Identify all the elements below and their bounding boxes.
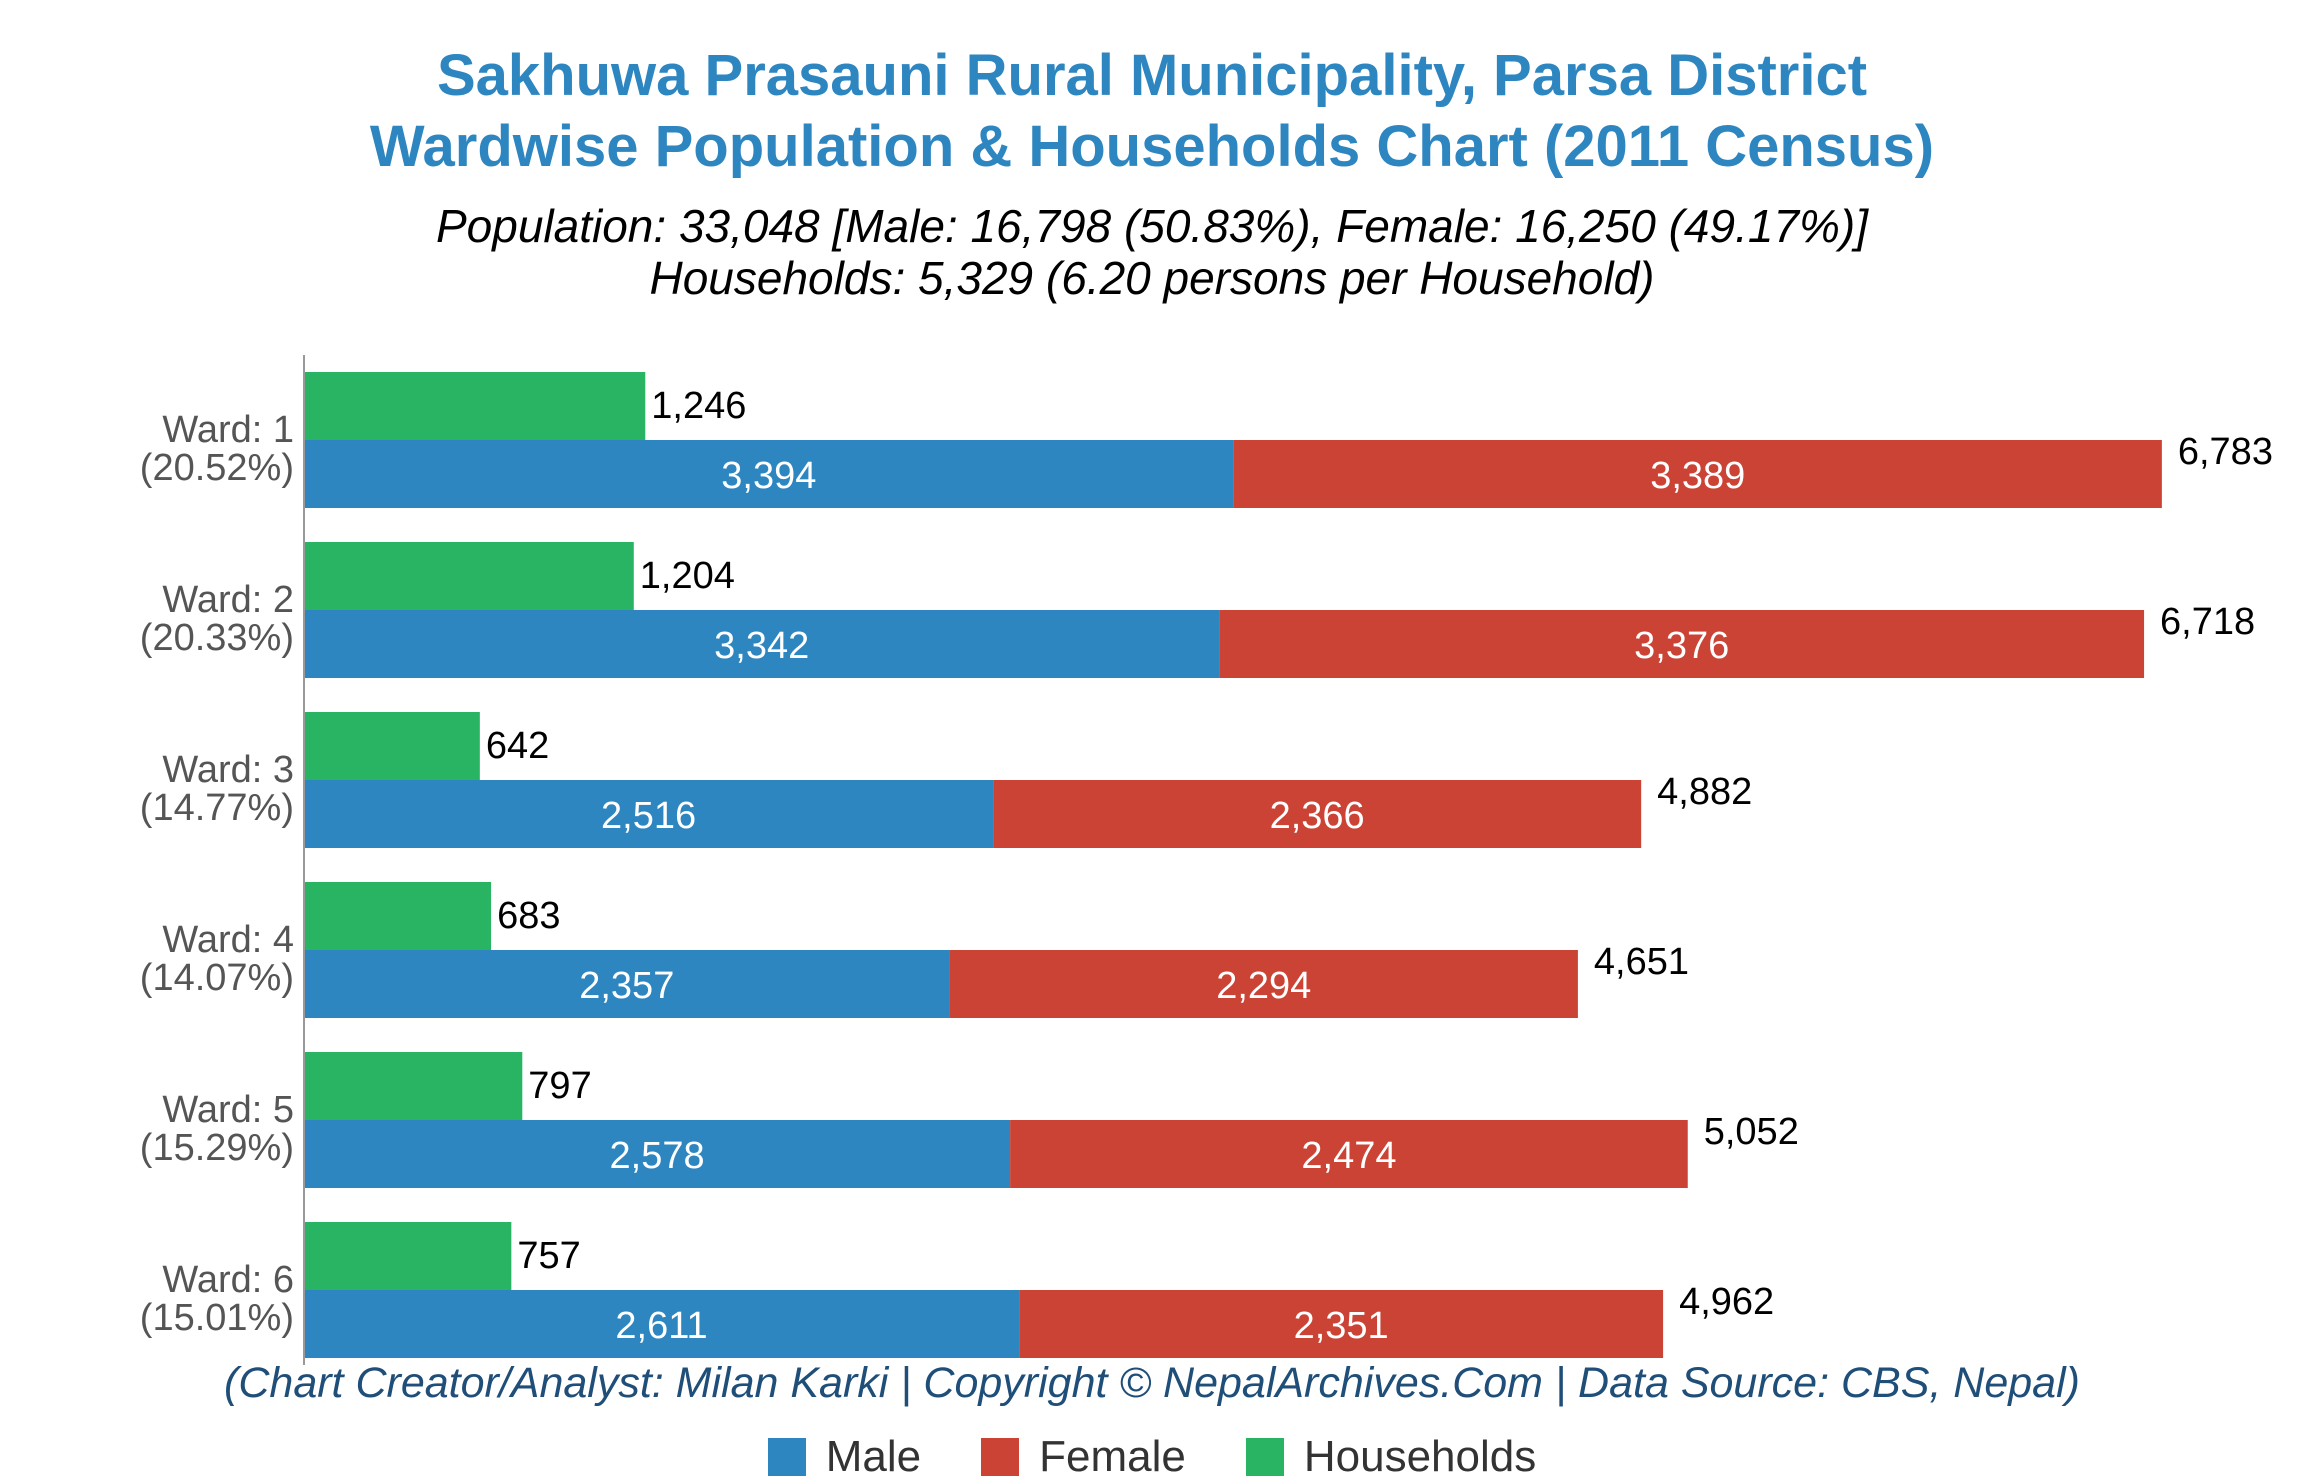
households-label-ward-2: 1,204 (640, 555, 735, 597)
total-label-ward-5: 5,052 (1704, 1111, 1799, 1153)
chart-title-line1: Sakhuwa Prasauni Rural Municipality, Par… (436, 43, 1868, 108)
female-label-ward-6: 2,351 (1294, 1305, 1389, 1347)
male-bar-ward-3 (304, 780, 994, 848)
male-label-ward-6: 2,611 (615, 1305, 707, 1347)
legend-item-households: Households (1245, 1432, 1537, 1482)
male-label-ward-2: 3,342 (714, 625, 809, 667)
category-percent-ward-6: (15.01%) (140, 1297, 294, 1339)
bar-chart: 1,246 3,394 3,389 6,783 Ward: 1(20.52%) 1,204… (140, 355, 2273, 1365)
legend-item-male: Male (767, 1432, 922, 1482)
male-label-ward-1: 3,394 (721, 455, 816, 497)
female-bar-ward-6 (1019, 1290, 1664, 1358)
legend-swatch-female (981, 1438, 1020, 1476)
category-label-ward-6: Ward: 6 (162, 1259, 294, 1301)
chart-credit: (Chart Creator/Analyst: Milan Karki | Co… (224, 1359, 2080, 1407)
female-label-ward-1: 3,389 (1650, 455, 1745, 497)
legend-item-female: Female (981, 1432, 1186, 1482)
legend-label-male: Male (825, 1432, 922, 1481)
category-label-ward-1: Ward: 1 (162, 409, 294, 451)
legend-label-households: Households (1303, 1432, 1537, 1481)
households-label-ward-5: 797 (528, 1065, 591, 1107)
chart-title-line2: Wardwise Population & Households Chart (… (369, 114, 1935, 179)
male-label-ward-5: 2,578 (610, 1135, 705, 1177)
category-percent-ward-2: (20.33%) (140, 617, 294, 659)
female-bar-ward-2 (1219, 610, 2145, 678)
male-label-ward-3: 2,516 (601, 795, 696, 837)
legend-swatch-male (767, 1438, 806, 1476)
total-label-ward-3: 4,882 (1657, 771, 1752, 813)
households-bar-ward-4 (304, 882, 492, 950)
male-bar-ward-5 (304, 1120, 1011, 1188)
category-label-ward-4: Ward: 4 (162, 919, 294, 961)
female-label-ward-2: 3,376 (1634, 625, 1729, 667)
households-bar-ward-6 (304, 1222, 512, 1290)
households-bar-ward-2 (304, 542, 634, 610)
households-label-ward-6: 757 (517, 1235, 580, 1277)
total-label-ward-1: 6,783 (2178, 431, 2273, 473)
category-label-ward-5: Ward: 5 (162, 1089, 294, 1131)
households-bar-ward-5 (304, 1052, 523, 1120)
female-bar-ward-4 (949, 950, 1578, 1018)
male-bar-ward-4 (304, 950, 950, 1018)
category-label-ward-3: Ward: 3 (162, 749, 294, 791)
male-bar-ward-1 (304, 440, 1234, 508)
male-label-ward-4: 2,357 (579, 965, 674, 1007)
male-bar-ward-2 (304, 610, 1220, 678)
legend-swatch-households (1245, 1438, 1284, 1476)
female-label-ward-5: 2,474 (1301, 1135, 1396, 1177)
total-label-ward-4: 4,651 (1594, 941, 1689, 983)
category-percent-ward-4: (14.07%) (140, 957, 294, 999)
households-label-ward-1: 1,246 (651, 385, 746, 427)
households-label-ward-3: 642 (486, 725, 549, 767)
female-bar-ward-1 (1233, 440, 2162, 508)
category-label-ward-2: Ward: 2 (162, 579, 294, 621)
category-percent-ward-1: (20.52%) (140, 447, 294, 489)
total-label-ward-6: 4,962 (1679, 1281, 1774, 1323)
category-percent-ward-3: (14.77%) (140, 787, 294, 829)
male-bar-ward-6 (304, 1290, 1020, 1358)
total-label-ward-2: 6,718 (2160, 601, 2255, 643)
female-label-ward-3: 2,366 (1270, 795, 1365, 837)
category-percent-ward-5: (15.29%) (140, 1127, 294, 1169)
chart-subtitle-population: Population: 33,048 [Male: 16,798 (50.83%… (435, 200, 1869, 252)
female-bar-ward-5 (1010, 1120, 1688, 1188)
chart-legend: Male Female Households (0, 1432, 2304, 1482)
female-bar-ward-3 (993, 780, 1642, 848)
households-label-ward-4: 683 (497, 895, 560, 937)
legend-label-female: Female (1039, 1432, 1186, 1481)
chart-subtitle-households: Households: 5,329 (6.20 persons per Hous… (649, 252, 1655, 304)
households-bar-ward-3 (304, 712, 480, 780)
households-bar-ward-1 (304, 372, 646, 440)
female-label-ward-4: 2,294 (1216, 965, 1311, 1007)
